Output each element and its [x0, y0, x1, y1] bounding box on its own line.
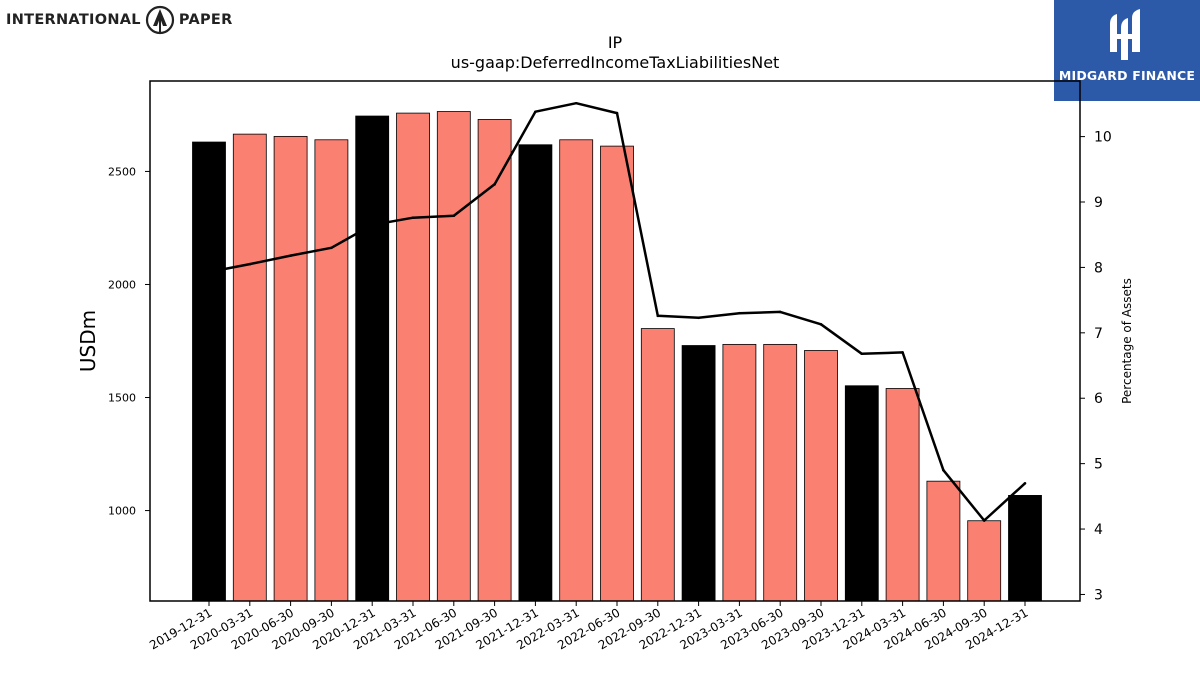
line-point-2021-12-31 — [534, 110, 537, 114]
line-point-2020-03-31 — [248, 262, 252, 266]
y2-tick-label-3: 3 — [1094, 587, 1103, 603]
bar-2023-12-31 — [844, 385, 879, 602]
y2-tick-label-7: 7 — [1094, 326, 1103, 342]
international-paper-emblem-icon — [145, 5, 174, 35]
logo-left-text-2: PAPER — [178, 12, 233, 28]
y2-tick-label-10: 10 — [1094, 130, 1112, 146]
line-point-2020-12-31 — [370, 223, 374, 227]
y-tick-label-1000: 1000 — [108, 505, 136, 518]
y-tick-label-2500: 2500 — [108, 165, 136, 178]
bar-2020-09-30 — [314, 139, 349, 602]
line-point-2022-03-31 — [574, 101, 578, 105]
y2-axis-label: Percentage of Assets — [1120, 278, 1134, 404]
bar-2024-06-30 — [926, 480, 961, 602]
line-point-2021-03-31 — [411, 216, 415, 220]
logo-left-text-1: INTERNATIONAL — [6, 12, 141, 28]
midgard-finance-logo: MIDGARD FINANCE — [1054, 0, 1200, 101]
bar-2023-03-31 — [722, 343, 757, 602]
y2-tick-label-5: 5 — [1094, 457, 1103, 473]
midgard-emblem-icon — [1110, 9, 1140, 60]
line-point-2023-06-30 — [778, 310, 782, 314]
bar-2022-12-31 — [681, 345, 716, 602]
bar-2024-09-30 — [967, 520, 1002, 602]
bar-2020-03-31 — [232, 133, 267, 602]
y2-tick-label-6: 6 — [1094, 391, 1103, 407]
line-point-2023-09-30 — [819, 323, 823, 326]
bars-layer — [192, 111, 1042, 602]
bar-2021-06-30 — [436, 111, 471, 602]
bar-2024-03-31 — [885, 388, 920, 602]
x-axis: 2019-12-312020-03-312020-06-302020-09-30… — [147, 601, 1031, 652]
line-point-2024-06-30 — [942, 468, 945, 472]
left-axis: 1000 1500 2000 2500 — [108, 165, 150, 518]
line-point-2022-12-31 — [697, 316, 700, 320]
y-tick-label-1500: 1500 — [108, 392, 136, 405]
line-point-2024-09-30 — [982, 519, 986, 522]
y-axis-label: USDm — [76, 310, 100, 372]
line-point-2023-03-31 — [738, 311, 741, 315]
bar-2022-06-30 — [600, 145, 634, 602]
bar-2022-09-30 — [640, 328, 675, 602]
line-point-2023-12-31 — [860, 352, 864, 356]
bar-2020-12-31 — [355, 115, 390, 602]
y2-tick-label-9: 9 — [1094, 195, 1103, 211]
line-point-2024-12-31 — [1023, 481, 1027, 485]
bar-2023-06-30 — [763, 343, 798, 602]
line-point-2021-09-30 — [493, 183, 496, 186]
bar-2020-06-30 — [273, 135, 308, 602]
y-tick-label-2000: 2000 — [108, 278, 136, 291]
line-point-2022-06-30 — [615, 111, 619, 115]
line-point-2020-06-30 — [289, 254, 292, 257]
chart-subtitle: us-gaap:DeferredIncomeTaxLiabilitiesNet — [451, 53, 780, 72]
chart-title: IP — [608, 33, 623, 52]
line-point-2021-06-30 — [452, 214, 456, 218]
bar-2021-12-31 — [518, 144, 553, 602]
y2-tick-label-4: 4 — [1094, 522, 1103, 538]
line-point-2020-09-30 — [330, 246, 333, 250]
bar-2021-09-30 — [477, 119, 512, 602]
line-point-2019-12-31 — [207, 270, 211, 274]
line-point-2024-03-31 — [901, 351, 904, 354]
bar-2023-09-30 — [804, 350, 838, 602]
bar-2021-03-31 — [396, 112, 430, 602]
bar-2022-03-31 — [559, 139, 594, 602]
bar-2024-12-31 — [1008, 495, 1042, 602]
international-paper-logo: INTERNATIONAL PAPER — [6, 4, 233, 36]
plot-frame — [149, 80, 1081, 602]
line-point-2022-09-30 — [656, 314, 660, 318]
line-layer — [207, 101, 1027, 522]
right-axis: 3 4 5 6 7 8 9 10 — [1080, 130, 1112, 603]
midgard-brand-text: MIDGARD FINANCE — [1058, 68, 1196, 83]
bar-2019-12-31 — [192, 141, 226, 602]
y2-tick-label-8: 8 — [1094, 260, 1103, 276]
